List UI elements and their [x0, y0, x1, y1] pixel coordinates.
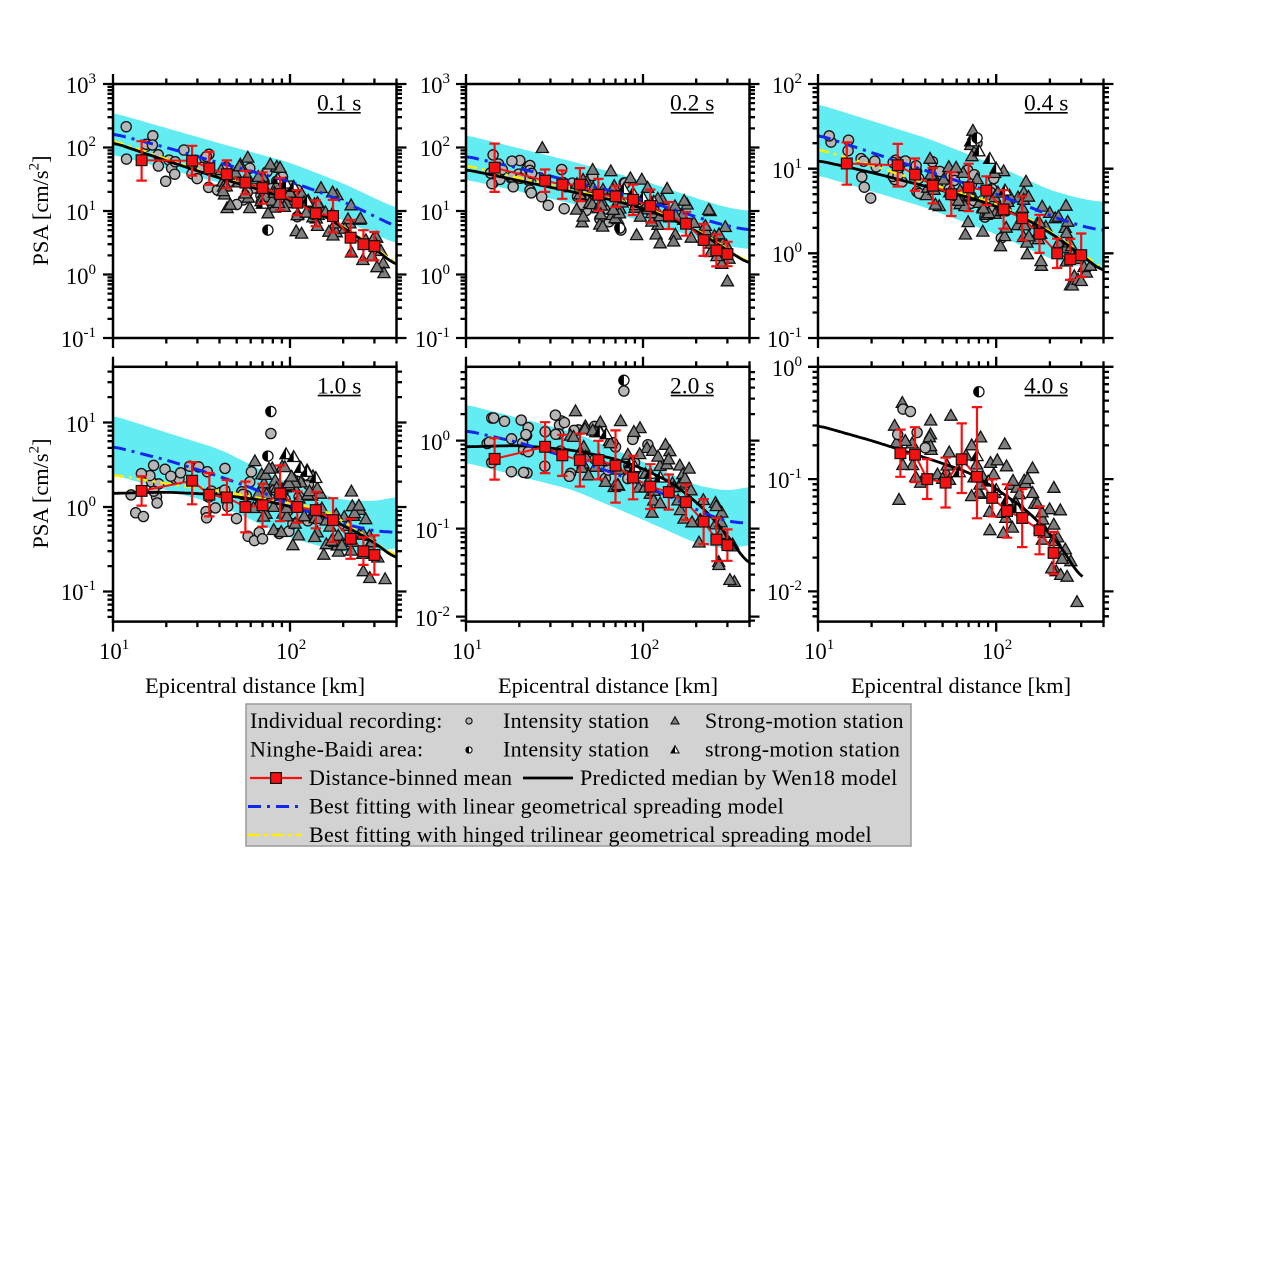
- svg-text:Predicted median by Wen18 mode: Predicted median by Wen18 model: [580, 765, 898, 790]
- svg-text:100: 100: [772, 240, 802, 267]
- svg-text:Individual recording:: Individual recording:: [250, 708, 443, 733]
- svg-text:Strong-motion station: Strong-motion station: [705, 708, 904, 733]
- svg-text:Best fitting with hinged trili: Best fitting with hinged trilinear geome…: [309, 822, 872, 847]
- svg-text:Epicentral distance [km]: Epicentral distance [km]: [498, 673, 718, 698]
- svg-text:Best fitting with linear geome: Best fitting with linear geometrical spr…: [309, 794, 784, 819]
- svg-text:strong-motion station: strong-motion station: [705, 737, 900, 762]
- svg-text:10-1: 10-1: [415, 516, 450, 543]
- svg-text:Ninghe-Baidi area:: Ninghe-Baidi area:: [250, 737, 423, 762]
- svg-text:Epicentral distance [km]: Epicentral distance [km]: [145, 673, 365, 698]
- svg-text:101: 101: [99, 637, 129, 664]
- svg-text:Intensity station: Intensity station: [503, 737, 649, 762]
- svg-text:Distance-binned mean: Distance-binned mean: [309, 765, 512, 790]
- svg-text:PSA [cm/s2]: PSA [cm/s2]: [27, 155, 54, 265]
- svg-text:102: 102: [276, 637, 306, 664]
- svg-text:Epicentral distance [km]: Epicentral distance [km]: [851, 673, 1071, 698]
- svg-text:PSA [cm/s2]: PSA [cm/s2]: [27, 438, 54, 548]
- svg-text:Intensity station: Intensity station: [503, 708, 649, 733]
